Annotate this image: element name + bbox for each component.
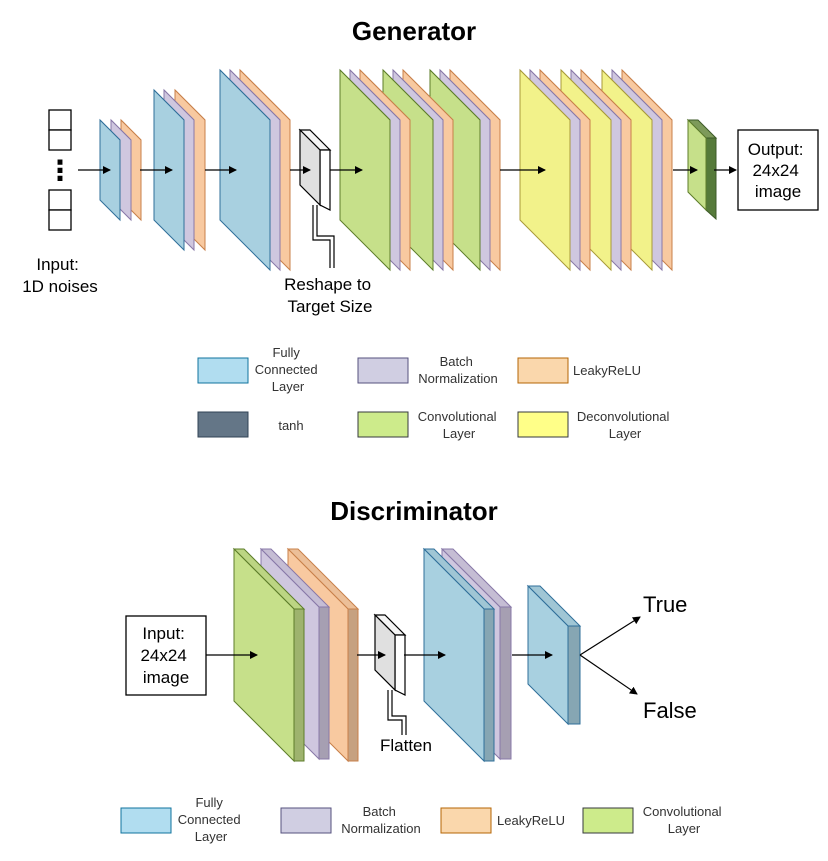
- legend-disc-conv-swatch: [582, 807, 634, 834]
- legend-bn-swatch: [357, 357, 409, 384]
- legend-relu-swatch: [517, 357, 569, 384]
- legend-conv-swatch: [357, 411, 409, 438]
- legend-bn-label: Batch Normalization: [418, 354, 497, 386]
- output-false-label: False: [643, 698, 697, 723]
- noise-input-vector: [48, 109, 72, 231]
- legend-disc-relu-label: LeakyReLU: [497, 813, 565, 828]
- noise-dots: ⋮: [46, 154, 74, 187]
- flatten-label: Flatten: [380, 736, 432, 755]
- disc-fc1-fc: [422, 547, 496, 763]
- discriminator-legend: Fully Connected Layer Batch Normalizatio…: [120, 795, 725, 844]
- legend-disc-bn-label: Batch Normalization: [341, 804, 420, 836]
- legend-disc-conv-label: Convolutional Layer: [643, 804, 725, 836]
- output-true-label: True: [643, 592, 687, 617]
- legend-tanh-swatch: [197, 411, 249, 438]
- reshape-label: Reshape to Target Size: [284, 275, 376, 316]
- legend-disc-fc-swatch: [120, 807, 172, 834]
- generator-input-label: Input: 1D noises: [22, 255, 98, 296]
- tanh-output-layer: [686, 118, 718, 221]
- legend-disc-fc-label: Fully Connected Layer: [178, 795, 245, 844]
- legend-relu-label: LeakyReLU: [573, 363, 641, 378]
- gen-fc3-fc: [219, 68, 271, 272]
- disc-conv: [232, 547, 306, 763]
- generator-output-label: Output: 24x24 image: [748, 140, 809, 201]
- legend-fc-label: Fully Connected Layer: [255, 345, 322, 394]
- discriminator-input-box: [125, 615, 207, 696]
- legend-fc-swatch: [197, 357, 249, 384]
- legend-disc-relu-swatch: [440, 807, 492, 834]
- reshape-connector: [312, 205, 335, 268]
- discriminator-input-label: Input: 24x24 image: [140, 624, 191, 687]
- legend-disc-bn-swatch: [280, 807, 332, 834]
- discriminator-layers: [232, 547, 582, 763]
- generator-output-box: [737, 129, 819, 211]
- generator-layers: [99, 68, 673, 272]
- legend-deconv-label: Deconvolutional Layer: [577, 409, 673, 441]
- legend-conv-label: Convolutional Layer: [418, 409, 500, 441]
- discriminator-arrows: [206, 616, 641, 695]
- discriminator-title: Discriminator: [330, 496, 498, 526]
- legend-deconv-swatch: [517, 411, 569, 438]
- generator-title: Generator: [352, 16, 476, 46]
- flatten-connector: [387, 690, 407, 735]
- legend-tanh-label: tanh: [278, 418, 303, 433]
- generator-legend: Fully Connected Layer Batch Normalizatio…: [197, 345, 673, 441]
